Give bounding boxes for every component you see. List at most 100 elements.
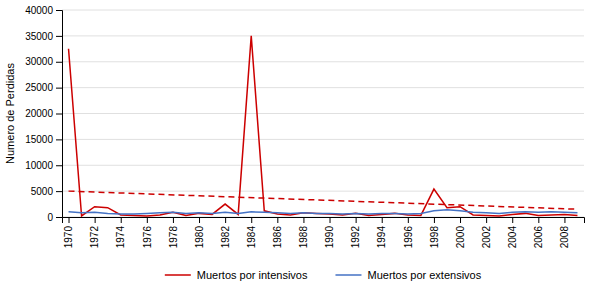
grid-line — [62, 87, 584, 88]
line — [69, 191, 578, 209]
tick: 1974 — [115, 217, 126, 248]
tick: 30000 — [25, 56, 62, 67]
tick-mark — [56, 114, 62, 115]
tick: 1996 — [403, 217, 414, 248]
plot: 0 5000 10000 15000 20000 25000 30000 35000 40000… — [4, 5, 585, 249]
tick-label: 5000 — [31, 186, 54, 197]
legend-item: Muertos por intensivos — [165, 269, 308, 281]
tick: 10000 — [25, 160, 62, 171]
legend-label: Muertos por intensivos — [197, 269, 308, 281]
grid-line — [62, 191, 584, 192]
tick: 25000 — [25, 82, 62, 93]
tick: 1976 — [142, 217, 153, 248]
tick-mark — [460, 217, 461, 223]
tick-label: 2002 — [481, 226, 492, 249]
tick-label: 10000 — [25, 160, 53, 171]
line — [69, 36, 578, 216]
legend-item: Muertos por extensivos — [335, 269, 481, 281]
tick: 1982 — [220, 217, 231, 248]
grid — [62, 10, 584, 217]
tick-label: 1986 — [272, 226, 283, 249]
tick: 40000 — [25, 5, 62, 16]
tick-label: 2006 — [533, 226, 544, 249]
tick-mark — [56, 62, 62, 63]
tick-mark — [121, 217, 122, 223]
tick: 1990 — [324, 217, 335, 248]
tick: 5000 — [31, 186, 62, 197]
tick-mark — [56, 217, 62, 218]
tick-mark — [538, 217, 539, 223]
chart: 0 5000 10000 15000 20000 25000 30000 35000 40000… — [0, 0, 600, 285]
tick: 35000 — [25, 31, 62, 42]
tick: 1988 — [298, 217, 309, 248]
tick-mark — [225, 217, 226, 223]
tick-label: 25000 — [25, 82, 53, 93]
tick-label: 15000 — [25, 134, 53, 145]
tick: 1970 — [63, 217, 74, 248]
grid-line — [62, 10, 584, 11]
tick: 2000 — [455, 217, 466, 248]
tick-label: 0 — [47, 212, 53, 223]
tick-label: 1990 — [324, 226, 335, 249]
tick-mark — [56, 10, 62, 11]
tick-mark — [512, 217, 513, 223]
tick-mark — [564, 217, 565, 223]
tick-mark — [173, 217, 174, 223]
tick-label: 1976 — [142, 226, 153, 249]
grid-line — [62, 165, 584, 166]
tick-label: 1978 — [168, 226, 179, 249]
tick-mark — [56, 139, 62, 140]
axis-line — [63, 218, 585, 224]
tick-label: 1982 — [220, 226, 231, 249]
line — [69, 210, 578, 214]
tick-mark — [56, 36, 62, 37]
tick-label: 20000 — [25, 108, 53, 119]
x-axis: 1970 1972 1974 1976 1978 1980 1982 1984 1986 1988… — [63, 217, 585, 248]
legend: Muertos por intensivos Muertos por extens… — [165, 269, 482, 281]
tick-mark — [382, 217, 383, 223]
tick: 1998 — [429, 217, 440, 248]
tick: 1986 — [272, 217, 283, 248]
tick-mark — [434, 217, 435, 223]
tick-mark — [199, 217, 200, 223]
axis-line — [56, 11, 63, 218]
y-axis: 0 5000 10000 15000 20000 25000 30000 35000 40000 — [25, 5, 62, 223]
tick: 2008 — [559, 217, 570, 248]
tick-label: 40000 — [25, 5, 53, 16]
tick: 15000 — [25, 134, 62, 145]
tick: 20000 — [25, 108, 62, 119]
tick-mark — [69, 217, 70, 223]
series-group — [69, 36, 578, 216]
tick-mark — [277, 217, 278, 223]
tick-label: 2000 — [455, 226, 466, 249]
tick-label: 2004 — [507, 226, 518, 249]
legend-swatch — [335, 274, 361, 276]
tick-label: 1980 — [194, 226, 205, 249]
legend-swatch — [165, 274, 191, 276]
tick-label: 30000 — [25, 56, 53, 67]
tick-label: 1970 — [63, 226, 74, 249]
tick: 1978 — [168, 217, 179, 248]
tick-label: 1992 — [350, 226, 361, 249]
tick-mark — [330, 217, 331, 223]
tick: 0 — [47, 212, 62, 223]
tick-mark — [251, 217, 252, 223]
tick-mark — [56, 165, 62, 166]
tick: 1984 — [246, 217, 257, 248]
tick-mark — [303, 217, 304, 223]
tick: 1994 — [376, 217, 387, 248]
tick-label: 1998 — [429, 226, 440, 249]
tick: 2006 — [533, 217, 544, 248]
grid-line — [62, 35, 584, 36]
tick: 2004 — [507, 217, 518, 248]
grid-line — [62, 139, 584, 140]
tick-label: 1988 — [298, 226, 309, 249]
grid-line — [62, 113, 584, 114]
tick: 1980 — [194, 217, 205, 248]
tick-mark — [147, 217, 148, 223]
grid-line — [62, 61, 584, 62]
legend-label: Muertos por extensivos — [367, 269, 481, 281]
tick-mark — [356, 217, 357, 223]
tick: 1972 — [89, 217, 100, 248]
tick-mark — [408, 217, 409, 223]
